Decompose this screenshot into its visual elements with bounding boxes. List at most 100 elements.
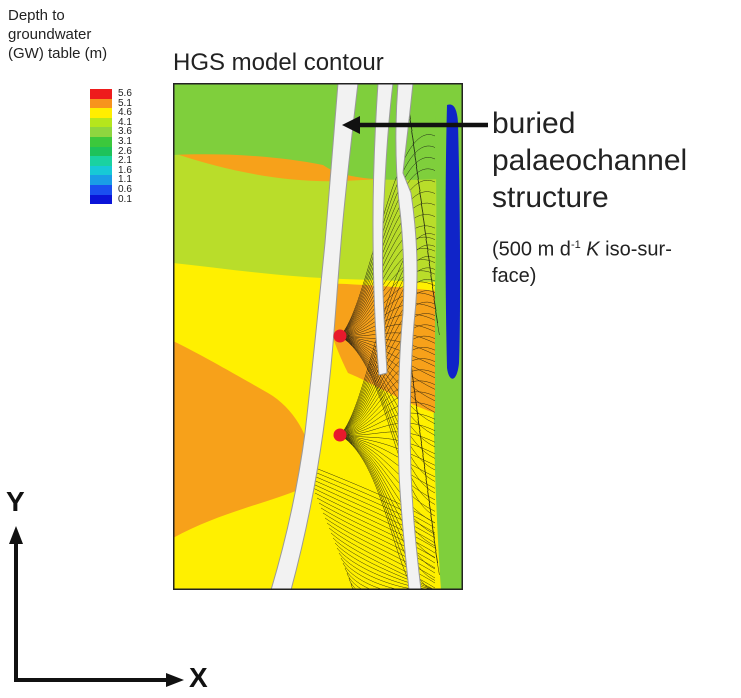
streamline [420, 442, 426, 468]
streamline [339, 380, 436, 436]
streamline [339, 434, 436, 570]
streamline [310, 482, 436, 544]
legend-label: 4.6 [118, 107, 132, 119]
streamline [435, 550, 440, 576]
streamline [414, 394, 419, 420]
streamline [316, 497, 436, 559]
streamline [339, 214, 436, 337]
streamline [427, 490, 432, 516]
streamline [346, 572, 435, 590]
streamline [339, 248, 436, 337]
streamline [339, 402, 436, 436]
legend-entry: 5.1 [90, 97, 132, 109]
streamline [326, 522, 436, 584]
streamline [344, 567, 435, 590]
color-legend: 5.6 5.1 4.6 4.1 3.6 3.1 2.6 2.1 1.6 1.1 0.6 0.1 [90, 89, 132, 205]
annotation-sub-k: K [586, 238, 600, 261]
streamline [339, 431, 436, 443]
streamline [339, 434, 436, 466]
streamline [340, 557, 435, 590]
streamline [339, 168, 436, 337]
legend-label: 2.1 [118, 155, 132, 167]
streamline [339, 422, 436, 436]
legend-label: 5.1 [118, 97, 132, 109]
streamline [339, 157, 436, 337]
streamline [411, 370, 416, 396]
legend-label: 1.1 [118, 174, 132, 186]
legend-entry: 1.1 [90, 175, 132, 185]
streamline [431, 526, 437, 552]
annotation-sub-prefix: (500 m d [492, 238, 571, 261]
legend-title-line-2: groundwater [8, 26, 92, 43]
legend-entry: 2.1 [90, 156, 132, 166]
legend-swatch [90, 184, 112, 195]
streamline [339, 281, 436, 337]
streamline [339, 180, 436, 337]
legend-swatch [90, 89, 112, 99]
streamline [425, 478, 431, 504]
annotation-arrow [342, 116, 488, 134]
streamline [339, 434, 436, 455]
legend-title-line-1: Depth to [8, 7, 65, 24]
legend-swatch [90, 98, 112, 109]
palaeochannel-mid [372, 83, 394, 376]
legend-entry: 3.6 [90, 127, 132, 137]
streamline [417, 178, 423, 204]
streamline [339, 335, 436, 517]
streamline [339, 335, 436, 379]
streamline [314, 492, 436, 554]
streamline [339, 335, 436, 448]
legend-label: 3.6 [118, 126, 132, 138]
streamline [339, 335, 436, 413]
annotation-sub-sup: -1 [570, 239, 581, 251]
annotation-sub-line-2: face) [492, 264, 537, 287]
streamline [330, 532, 436, 590]
streamline [304, 467, 436, 529]
streamline [427, 250, 432, 276]
map-frame [173, 83, 463, 590]
streamline [423, 226, 429, 252]
legend-label: 1.6 [118, 164, 132, 176]
streamline [339, 434, 433, 590]
streamline [339, 434, 420, 590]
streamline [414, 154, 419, 180]
streamline [339, 358, 436, 436]
legend-title: Depth to groundwater (GW) table (m) [8, 6, 107, 63]
streamline [415, 166, 421, 192]
streamline [339, 434, 436, 547]
streamline [339, 434, 436, 512]
streamline [332, 537, 436, 590]
model-contour-map [173, 83, 463, 590]
palaeochannel-main [270, 83, 359, 590]
streamline [412, 382, 418, 408]
streamline [339, 259, 436, 337]
streamline [320, 507, 436, 569]
streamline [339, 292, 436, 337]
streamline [312, 487, 436, 549]
streamline [308, 477, 436, 539]
streamline [419, 430, 424, 456]
streamline [431, 286, 437, 312]
xy-axes [9, 526, 184, 687]
streamline [318, 502, 436, 564]
legend-entry: 5.6 [90, 89, 132, 99]
streamline [338, 552, 435, 590]
legend-entry: 4.6 [90, 108, 132, 118]
legend-swatch [90, 127, 112, 137]
annotation-line-1: buried [492, 107, 576, 140]
legend-swatch [90, 194, 112, 205]
palaeochannel-east [395, 83, 422, 590]
streamline [339, 335, 436, 505]
streamline [339, 332, 436, 344]
legend-label: 2.6 [118, 145, 132, 157]
streamline [348, 577, 435, 590]
x-axis-label: X [189, 662, 208, 693]
legend-label: 3.1 [118, 135, 132, 147]
streamline [420, 202, 426, 228]
palaeochannel-annotation: buried palaeochannel structure [492, 105, 687, 216]
streamline [339, 335, 436, 482]
streamline [411, 130, 416, 156]
streamline [415, 406, 421, 432]
streamline [339, 347, 436, 436]
streamline [339, 225, 436, 337]
